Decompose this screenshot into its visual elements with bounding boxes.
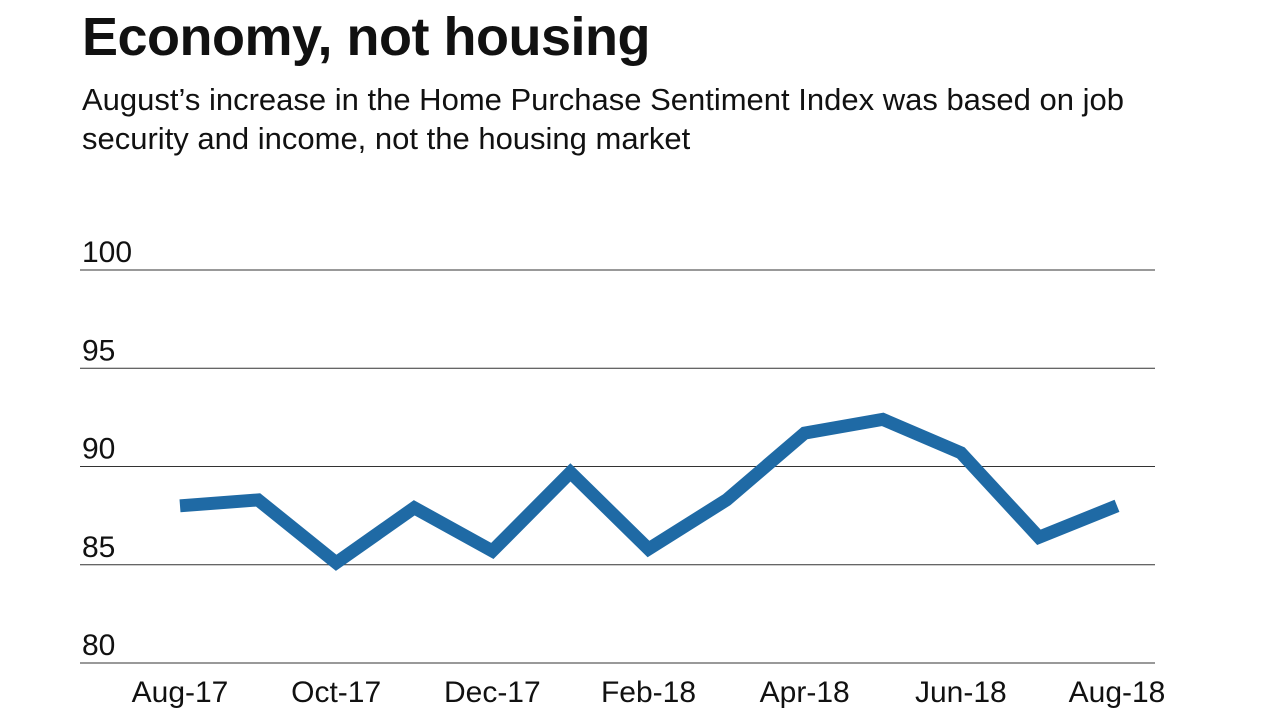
y-tick-label: 100: [82, 236, 132, 269]
x-tick-label: Dec-17: [444, 676, 541, 709]
series-line: [179, 412, 1120, 571]
chart-title: Economy, not housing: [82, 7, 650, 67]
x-tick-label: Aug-18: [1069, 676, 1166, 709]
chart-subtitle: August’s increase in the Home Purchase S…: [82, 82, 1124, 156]
x-tick-label: Jun-18: [915, 676, 1007, 709]
y-tick-label: 80: [82, 629, 115, 662]
x-tick-label: Aug-17: [132, 676, 229, 709]
y-tick-label: 85: [82, 531, 115, 564]
y-tick-label: 95: [82, 334, 115, 367]
x-tick-label: Feb-18: [601, 676, 696, 709]
x-tick-label: Apr-18: [760, 676, 850, 709]
y-tick-label: 90: [82, 433, 115, 466]
x-tick-label: Oct-17: [291, 676, 381, 709]
